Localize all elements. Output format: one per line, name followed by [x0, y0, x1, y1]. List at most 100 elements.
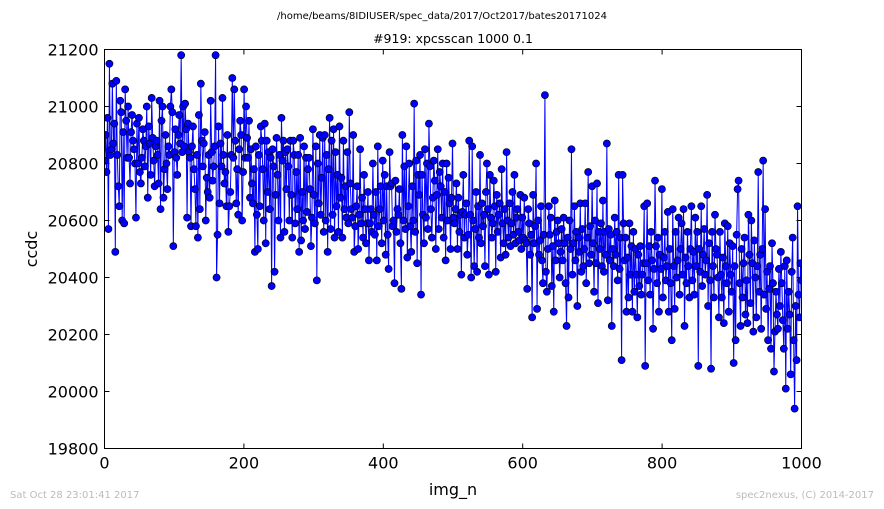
data-point — [159, 193, 168, 202]
data-point — [346, 179, 355, 188]
data-point — [269, 162, 278, 171]
data-point — [113, 151, 122, 159]
data-point — [691, 213, 700, 222]
data-point — [244, 153, 252, 162]
data-point — [634, 250, 643, 259]
data-point — [195, 205, 204, 213]
data-point — [539, 279, 547, 288]
data-point — [161, 131, 170, 139]
data-point — [183, 213, 191, 222]
data-point — [635, 282, 644, 290]
data-point — [749, 327, 758, 336]
data-point — [274, 216, 283, 225]
data-point — [431, 245, 440, 253]
data-point — [705, 239, 713, 248]
data-point — [453, 245, 462, 253]
data-point — [192, 222, 200, 231]
data-point — [754, 168, 763, 176]
data-point — [693, 227, 702, 236]
data-point — [250, 165, 258, 174]
data-point — [694, 361, 703, 370]
data-point — [549, 307, 558, 316]
data-point — [587, 250, 596, 259]
data-point — [455, 227, 464, 236]
data-point — [683, 227, 692, 236]
data-point — [717, 293, 726, 302]
footer-timestamp: Sat Oct 28 23:01:41 2017 — [10, 490, 140, 501]
data-point — [391, 176, 400, 185]
data-point — [127, 128, 135, 137]
data-point — [541, 91, 549, 99]
data-point — [164, 142, 173, 151]
data-point — [585, 259, 594, 268]
data-point — [752, 313, 761, 322]
data-point — [681, 253, 690, 262]
data-point — [773, 310, 781, 319]
data-point — [793, 202, 802, 211]
data-point — [251, 142, 260, 151]
data-point — [650, 265, 658, 273]
data-point — [658, 185, 666, 194]
data-point — [652, 242, 660, 251]
data-point — [384, 265, 393, 273]
data-point — [571, 256, 580, 265]
data-point — [464, 230, 473, 239]
data-point — [706, 276, 714, 285]
data-point — [546, 213, 555, 222]
data-point — [317, 173, 326, 182]
data-point — [736, 322, 745, 330]
data-point — [354, 245, 363, 253]
data-point — [597, 219, 605, 228]
data-point — [675, 290, 684, 299]
data-point — [190, 165, 198, 174]
data-point — [567, 145, 576, 154]
data-point — [173, 170, 182, 179]
x-tick-label: 600 — [507, 454, 538, 473]
data-point — [659, 253, 668, 262]
data-point — [536, 236, 544, 245]
data-point — [394, 210, 403, 219]
y-tick-label: 19800 — [48, 440, 99, 459]
y-tick-label: 20600 — [48, 212, 99, 231]
data-point — [214, 122, 223, 131]
data-point — [415, 190, 423, 199]
data-point — [463, 250, 472, 259]
data-point — [547, 282, 556, 290]
data-point — [112, 76, 121, 85]
data-point — [180, 142, 189, 151]
data-point — [385, 148, 394, 156]
data-point — [648, 256, 656, 265]
data-point — [489, 176, 498, 185]
data-point — [245, 116, 253, 125]
data-point — [484, 270, 493, 279]
data-point — [751, 273, 760, 282]
data-point — [580, 245, 589, 253]
data-point — [276, 233, 285, 242]
data-point — [477, 239, 485, 248]
data-point — [369, 210, 378, 219]
data-point — [481, 262, 489, 270]
data-point — [105, 59, 114, 68]
data-point — [623, 253, 632, 262]
data-point — [110, 119, 119, 128]
data-point — [564, 293, 573, 302]
data-point — [356, 145, 364, 154]
data-point — [618, 170, 627, 179]
data-point — [529, 190, 538, 199]
data-point — [544, 202, 553, 211]
data-point — [309, 190, 318, 199]
data-point — [294, 151, 303, 159]
data-point — [722, 279, 731, 288]
data-point — [747, 216, 756, 225]
data-point — [716, 227, 724, 236]
data-point — [399, 216, 408, 225]
data-point — [325, 114, 334, 122]
data-point — [254, 151, 263, 159]
data-point — [741, 310, 750, 319]
data-point — [668, 205, 677, 213]
data-point — [364, 188, 372, 196]
data-point — [602, 139, 611, 148]
data-point — [658, 293, 667, 302]
data-point — [337, 173, 346, 182]
data-point — [534, 216, 542, 225]
